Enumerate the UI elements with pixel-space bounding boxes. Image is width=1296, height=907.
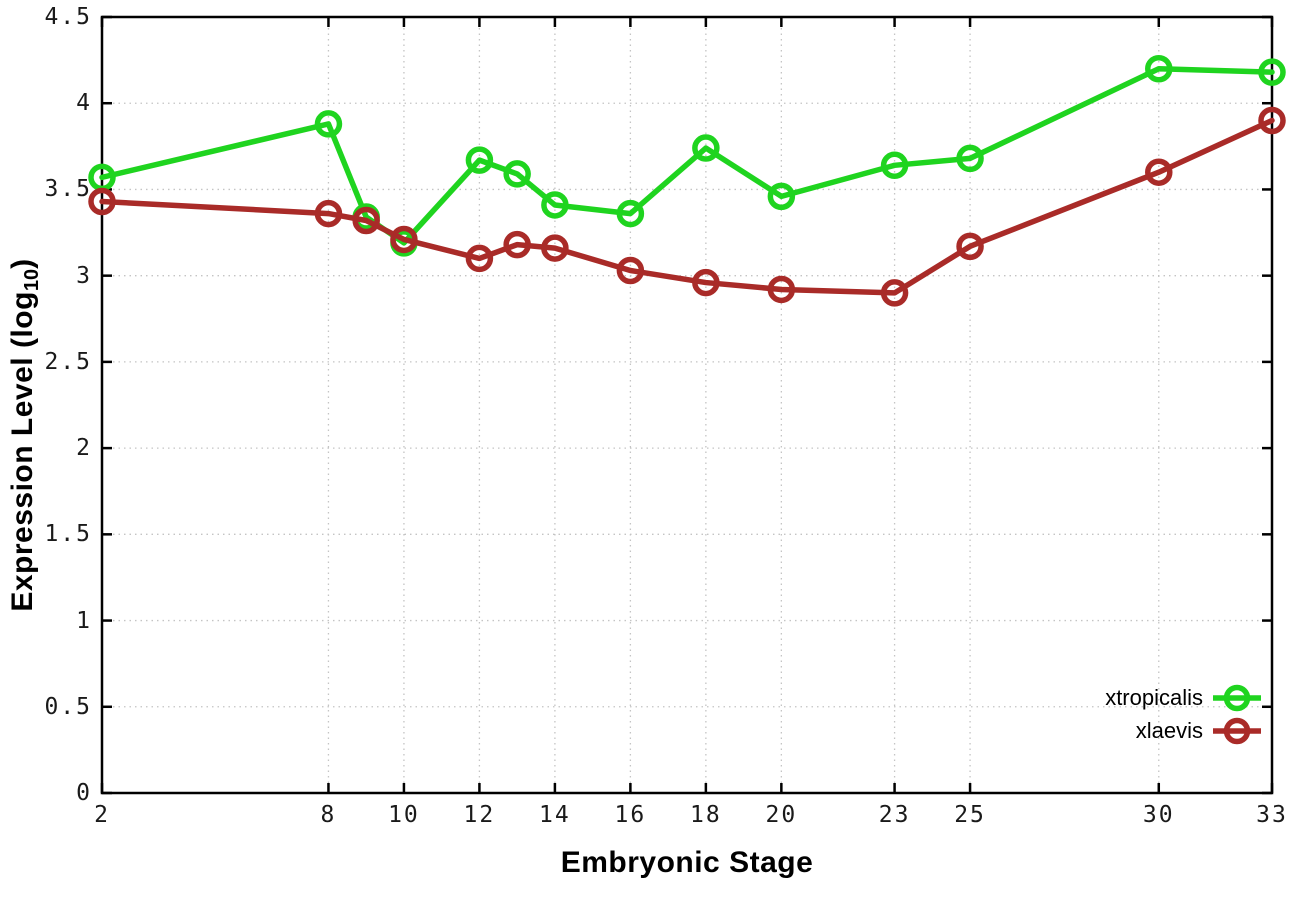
y-tick-label: 2.5 <box>44 348 92 375</box>
xtropicalis-marker-icon <box>1213 684 1261 711</box>
xlaevis-marker-icon <box>1213 717 1261 744</box>
y-tick-label: 0.5 <box>44 693 92 720</box>
plot-border <box>100 15 1274 795</box>
data-point-xlaevis <box>956 232 984 261</box>
data-point-xtropicalis <box>692 134 720 162</box>
x-tick-label: 33 <box>1256 802 1288 828</box>
legend-item-xtropicalis: xtropicalis <box>1105 681 1262 714</box>
x-tick-label: 16 <box>614 802 647 828</box>
data-point-xlaevis <box>1258 106 1286 135</box>
legend-label-xtropicalis: xtropicalis <box>1105 684 1203 710</box>
data-point-xlaevis <box>1145 158 1173 186</box>
data-point-xtropicalis <box>465 146 494 174</box>
data-point-xlaevis <box>503 230 531 259</box>
data-point-xtropicalis <box>956 144 984 173</box>
data-point-xtropicalis <box>503 160 531 188</box>
y-tick-label: 1 <box>76 607 92 634</box>
data-point-xlaevis <box>88 187 116 216</box>
data-point-xtropicalis <box>1145 54 1173 83</box>
data-point-xtropicalis <box>767 182 796 211</box>
y-tick-label: 4 <box>76 90 92 117</box>
y-tick-label: 2 <box>76 435 92 462</box>
data-point-xlaevis <box>352 206 380 235</box>
x-tick-label: 18 <box>690 802 722 828</box>
data-point-xlaevis <box>692 268 720 297</box>
x-tick-label: 20 <box>765 802 798 828</box>
x-tick-label: 30 <box>1142 802 1175 828</box>
x-tick-label: 2 <box>94 802 110 828</box>
legend: xtropicalis xlaevis <box>1105 681 1262 747</box>
x-tick-label: 10 <box>388 802 420 828</box>
data-point-xlaevis <box>616 256 645 285</box>
data-point-xtropicalis <box>616 199 645 228</box>
y-tick-label: 3 <box>76 262 92 289</box>
data-point-xtropicalis <box>541 191 569 219</box>
x-tick-label: 8 <box>320 802 337 828</box>
x-tick-label: 14 <box>539 802 571 828</box>
y-tick-label: 4.5 <box>44 4 92 30</box>
data-point-xlaevis <box>541 234 569 262</box>
x-axis-title: Embryonic Stage <box>560 846 814 879</box>
y-tick-label: 1.5 <box>44 521 92 548</box>
y-tick-label: 3.5 <box>44 176 92 203</box>
data-point-xlaevis <box>314 199 343 228</box>
x-tick-label: 23 <box>878 802 911 828</box>
legend-item-xlaevis: xlaevis <box>1105 714 1262 747</box>
x-tick-label: 25 <box>954 802 986 828</box>
series-line-xlaevis <box>99 117 1275 296</box>
legend-label-xlaevis: xlaevis <box>1135 717 1203 743</box>
data-point-xlaevis <box>767 275 796 304</box>
data-point-xtropicalis <box>880 151 909 180</box>
data-point-xlaevis <box>465 244 494 273</box>
data-point-xlaevis <box>390 225 418 254</box>
data-point-xtropicalis <box>1258 58 1286 86</box>
x-tick-label: 12 <box>463 802 496 828</box>
data-point-xtropicalis <box>314 110 343 138</box>
series-line-xtropicalis <box>99 65 1275 246</box>
y-tick-label: 0 <box>76 780 92 806</box>
data-point-xlaevis <box>880 279 909 307</box>
